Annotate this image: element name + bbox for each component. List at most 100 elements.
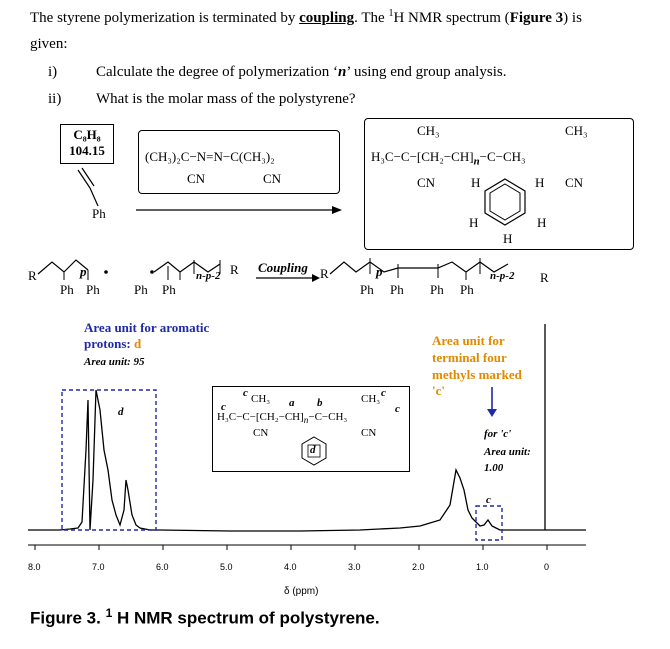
styrene-ph: Ph (92, 206, 106, 221)
ring-h-5: H (503, 231, 513, 246)
question-text-4: ) is (563, 10, 582, 26)
inset-c-3: c (381, 387, 386, 399)
product-main-line: H₃C−C−[CH₂−CH]n−C−CH₃ (371, 149, 526, 168)
terminal-label-3: methyls marked (432, 367, 522, 382)
for-c-label: for 'c' (484, 428, 512, 440)
aromatic-area: Area unit: 95 (84, 356, 145, 368)
initiator-cn-2: CN (263, 171, 282, 186)
tick-0: 0 (544, 562, 550, 572)
superscript-1: 1 (388, 8, 394, 19)
coupling-label: Coupling (258, 260, 308, 275)
terminal-label-2: terminal four (432, 350, 507, 365)
radical-ph-4: Ph (162, 282, 176, 297)
product-right: −C−CH₃ (479, 149, 526, 164)
tick-1: 1.0 (476, 562, 489, 572)
aliphatic-peak (159, 467, 586, 532)
aromatic-label-d: d (133, 336, 142, 351)
figure-caption: Figure 3. 1 H NMR spectrum of polystyren… (30, 606, 380, 629)
product-main: H₃C−C−[CH₂−CH] (371, 149, 474, 164)
methyl-region-box (475, 505, 503, 541)
aromatic-label-1: Area unit for aromatic (84, 320, 210, 335)
question-line-1: The styrene polymerization is terminated… (30, 8, 582, 27)
aromatic-region-box (61, 389, 157, 531)
item-1-part-a: Calculate the degree of polymerization ‘ (96, 64, 338, 80)
ring-h-4: H (537, 215, 547, 230)
item-1-n: n (337, 64, 347, 80)
product-r-2: R (540, 270, 549, 285)
axis-ticks (34, 545, 548, 550)
item-num-2: ii) (48, 91, 62, 107)
ring-h-3: H (469, 215, 479, 230)
product-n: n (473, 155, 480, 168)
tick-3: 3.0 (348, 562, 361, 572)
tick-2: 2.0 (412, 562, 425, 572)
inset-b: b (317, 397, 323, 409)
radical-ph-1: Ph (60, 282, 74, 297)
terminal-arrow (487, 387, 497, 417)
inset-ring-d: d (310, 444, 316, 456)
question-text-3: H NMR spectrum ( (393, 10, 510, 26)
inset-right: −C−CH₃ (308, 411, 348, 423)
tick-8: 8.0 (28, 562, 41, 572)
product-ch3-right: CH₃ (565, 123, 588, 138)
radical-ph-2: Ph (86, 282, 100, 297)
area-unit-label: Area unit: (484, 446, 531, 458)
coupling-scheme (37, 258, 509, 282)
question-text-2: . The (354, 10, 389, 26)
reaction-arrow (136, 206, 342, 214)
styrene-formula: C₈H₈ (73, 127, 101, 142)
inset-c-1: c (243, 387, 248, 399)
styrene-box: C₈H₈ 104.15 (60, 124, 114, 164)
aromatic-label-2: protons: (84, 336, 134, 351)
inset-cn-left: CN (253, 427, 269, 439)
tick-6: 6.0 (156, 562, 169, 572)
inset-c-2: c (221, 401, 226, 413)
inset-cn-right: CN (361, 427, 377, 439)
product-box: CH₃ CH₃ H₃C−C−[CH₂−CH]n−C−CH₃ CN CN H H … (364, 118, 634, 250)
area-unit-value: 1.00 (484, 462, 504, 474)
ring-h-1: H (471, 175, 481, 190)
inset-main: H₃C−C−[CH₂−CH] (217, 411, 304, 423)
caption-text: H NMR spectrum of polystyrene. (112, 608, 380, 628)
radical-ph-3: Ph (134, 282, 148, 297)
terminal-label-1: Area unit for (432, 333, 505, 348)
figure-ref: Figure 3 (509, 10, 564, 26)
product-cn-right: CN (565, 175, 584, 190)
peak-d-label: d (118, 406, 124, 418)
item-text-1: Calculate the degree of polymerization ‘… (96, 64, 506, 81)
product-ch3-left: CH₃ (417, 123, 440, 138)
tick-5: 5.0 (220, 562, 233, 572)
product-ph-1: Ph (360, 282, 374, 297)
inset-a: a (289, 397, 295, 409)
tick-7: 7.0 (92, 562, 105, 572)
question-text: The styrene polymerization is terminated… (30, 10, 300, 26)
item-num-1: i) (48, 64, 58, 80)
product-ph-4: Ph (460, 282, 474, 297)
item-1-part-b: ’ using end group analysis. (346, 64, 507, 80)
radical-r-1: R (28, 268, 37, 283)
inset-ring (301, 436, 327, 466)
nmr-spectrum (28, 324, 586, 550)
radical-p: p (80, 264, 87, 279)
inset-c-4: c (395, 403, 400, 415)
radical-n-p-2: n-p-2 (196, 270, 221, 282)
terminal-label-4: 'c' (432, 383, 445, 398)
product-ph-2: Ph (390, 282, 404, 297)
axis-tick-labels: 8.0 7.0 6.0 5.0 4.0 3.0 2.0 1.0 0 (0, 562, 670, 578)
product-ph-3: Ph (430, 282, 444, 297)
aromatic-label-2-line: protons: d (84, 336, 141, 352)
inset-main-line: H₃C−C−[CH₂−CH]n−C−CH₃ (217, 411, 347, 425)
radical-r-2: R (230, 262, 239, 277)
initiator-cn-1: CN (187, 171, 206, 186)
inset-ch3-right: CH₃ (361, 393, 381, 405)
item-text-2: What is the molar mass of the polystyren… (96, 91, 356, 107)
caption-prefix: Figure 3. (30, 608, 106, 628)
product-cn-left: CN (417, 175, 436, 190)
styrene-structure (77, 167, 99, 207)
coupling-term: coupling (299, 10, 355, 26)
styrene-mass: 104.15 (69, 143, 105, 158)
initiator-formula: (CH₃)₂C−N=N−C(CH₃)₂ (145, 149, 275, 164)
aromatic-peak (28, 389, 160, 531)
product-r-1: R (320, 266, 329, 281)
product-p: p (376, 264, 383, 279)
